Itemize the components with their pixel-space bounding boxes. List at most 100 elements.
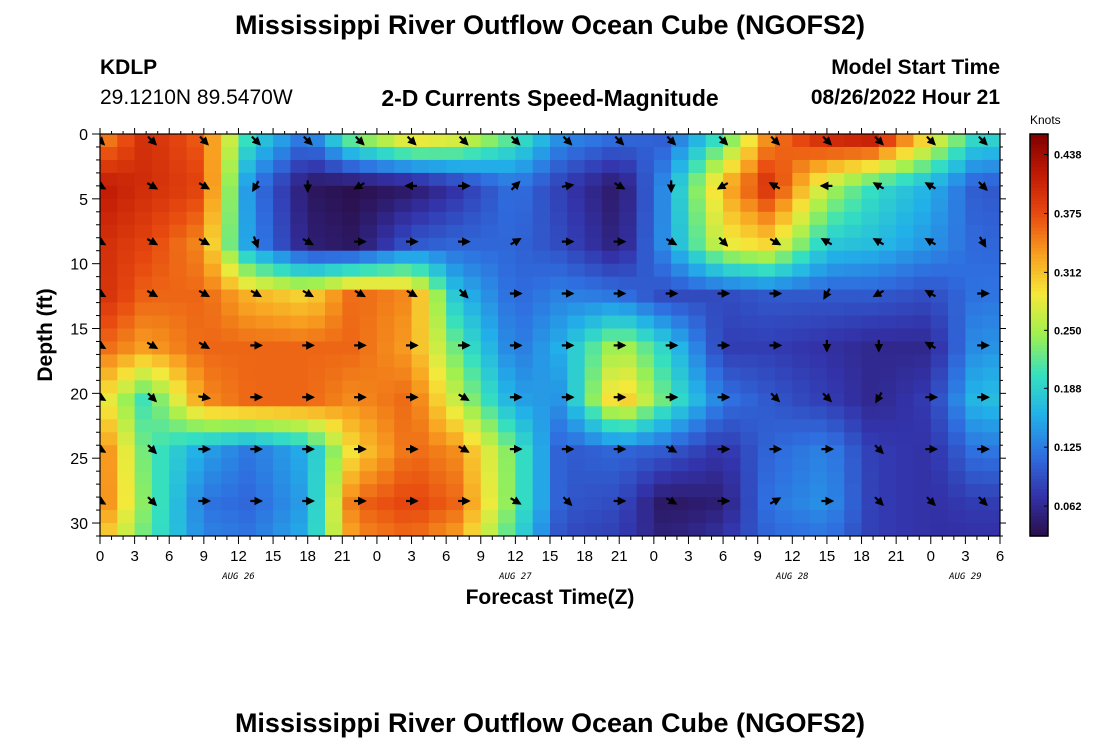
heatmap-cell <box>948 445 966 459</box>
heatmap-cell <box>740 250 759 265</box>
heatmap-cell <box>896 224 915 239</box>
heatmap-cell <box>619 237 638 252</box>
heatmap-cell <box>428 445 447 459</box>
heatmap-cell <box>705 510 724 524</box>
heatmap-cell <box>290 510 309 524</box>
heatmap-cell <box>584 250 603 265</box>
heatmap-cell <box>428 289 447 304</box>
heatmap-cell <box>394 146 413 161</box>
heatmap-cell <box>238 263 257 278</box>
colorbar-band <box>1030 479 1048 483</box>
heatmap-cell <box>394 263 413 278</box>
heatmap-cell <box>844 380 863 394</box>
heatmap-cell <box>203 393 222 407</box>
heatmap-cell <box>965 471 984 485</box>
heatmap-cell <box>740 458 759 472</box>
heatmap-cell <box>740 224 759 239</box>
heatmap-cell <box>671 185 690 200</box>
heatmap-cell <box>307 185 326 200</box>
colorbar-band <box>1030 398 1048 403</box>
heatmap-cell <box>913 302 932 317</box>
heatmap-cell <box>169 354 188 369</box>
current-arrow <box>146 181 159 190</box>
heatmap-cell <box>601 471 620 485</box>
heatmap-cell <box>117 445 136 459</box>
colorbar-band <box>1030 308 1048 313</box>
heatmap-cell <box>792 458 811 472</box>
heatmap-cell <box>134 419 153 433</box>
colorbar-band <box>1030 335 1048 339</box>
heatmap-cell <box>792 328 811 343</box>
heatmap-cell <box>134 211 153 226</box>
heatmap-cell <box>117 484 136 498</box>
heatmap-cell <box>515 276 534 291</box>
heatmap-cell <box>896 276 915 291</box>
heatmap-cell <box>428 354 447 369</box>
heatmap-cell <box>878 159 897 174</box>
heatmap-cell <box>446 341 465 356</box>
colorbar-band <box>1030 408 1048 413</box>
heatmap-cell <box>325 484 343 498</box>
heatmap-cell <box>636 471 655 485</box>
heatmap-cell <box>480 380 499 394</box>
heatmap-cell <box>896 432 915 446</box>
heatmap-cell <box>636 484 655 498</box>
heatmap-cell <box>307 445 326 459</box>
heatmap-cell <box>948 458 966 472</box>
heatmap-cell <box>411 302 430 317</box>
heatmap-cell <box>705 211 724 226</box>
heatmap-cell <box>878 406 897 420</box>
heatmap-cell <box>273 276 291 291</box>
heatmap-cell <box>376 237 395 252</box>
colorbar-frame <box>1029 133 1049 537</box>
heatmap-cell <box>255 263 274 278</box>
heatmap-cell <box>134 354 153 369</box>
heatmap-cell <box>117 185 136 200</box>
heatmap-cell <box>878 315 897 330</box>
heatmap-cell <box>653 159 672 174</box>
colorbar-band <box>1030 284 1048 289</box>
heatmap-cell <box>203 263 222 278</box>
heatmap-cell <box>826 458 845 472</box>
heatmap-cell <box>411 484 430 498</box>
heatmap-cell <box>740 393 759 407</box>
heatmap-cell <box>394 224 413 239</box>
heatmap-cell <box>861 289 880 304</box>
heatmap-cell <box>861 406 880 420</box>
heatmap-cell <box>100 276 118 291</box>
heatmap-cell <box>325 393 343 407</box>
heatmap-cell <box>792 406 811 420</box>
heatmap-cell <box>809 471 828 485</box>
colorbar-band <box>1030 314 1048 319</box>
heatmap-cell <box>775 406 793 420</box>
heatmap-cell <box>601 289 620 304</box>
heatmap-cell <box>394 510 413 524</box>
heatmap-cell <box>532 302 551 317</box>
current-arrow <box>770 135 781 146</box>
colorbar-band <box>1030 435 1048 440</box>
colorbar-band <box>1030 167 1048 172</box>
heatmap-cell <box>498 380 516 394</box>
heatmap-cell <box>878 134 897 148</box>
heatmap-cell <box>861 419 880 433</box>
heatmap-cell <box>151 341 170 356</box>
heatmap-cell <box>723 224 741 239</box>
heatmap-cell <box>619 250 638 265</box>
heatmap-cell <box>671 237 690 252</box>
heatmap-cell <box>965 134 984 148</box>
heatmap-cell <box>878 172 897 187</box>
heatmap-cell <box>532 406 551 420</box>
heatmap-cell <box>636 419 655 433</box>
heatmap-cell <box>878 198 897 213</box>
heatmap-cell <box>411 393 430 407</box>
heatmap-cell <box>117 224 136 239</box>
heatmap-cell <box>428 224 447 239</box>
heatmap-cell <box>307 354 326 369</box>
heatmap-cell <box>809 341 828 356</box>
heatmap-cell <box>688 419 707 433</box>
heatmap-cell <box>394 341 413 356</box>
heatmap-cell <box>221 419 240 433</box>
heatmap-cell <box>861 198 880 213</box>
heatmap-cell <box>376 250 395 265</box>
